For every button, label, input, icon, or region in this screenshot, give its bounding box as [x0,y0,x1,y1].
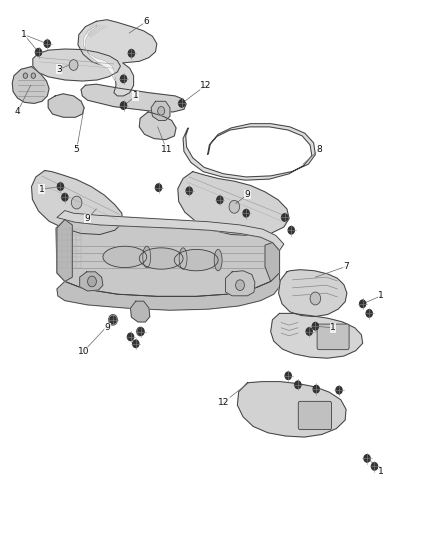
Circle shape [44,40,50,47]
Circle shape [71,196,82,209]
Circle shape [109,314,117,325]
Circle shape [138,328,144,335]
Circle shape [364,455,370,462]
Text: 1: 1 [378,292,384,300]
Circle shape [371,463,378,470]
Polygon shape [265,243,279,281]
Circle shape [236,280,244,290]
Polygon shape [131,301,150,322]
Text: 9: 9 [244,190,251,199]
Circle shape [282,214,288,221]
Ellipse shape [143,246,151,268]
Polygon shape [78,20,157,96]
Circle shape [179,100,185,107]
Polygon shape [56,220,279,296]
Polygon shape [80,272,103,291]
Circle shape [158,107,165,115]
Polygon shape [237,382,346,437]
Circle shape [69,60,78,70]
Text: 10: 10 [78,348,89,356]
Polygon shape [57,211,284,251]
Circle shape [57,183,64,190]
Circle shape [127,333,134,341]
Circle shape [285,372,291,379]
Polygon shape [139,112,176,140]
Circle shape [137,327,144,336]
Polygon shape [12,67,49,103]
Circle shape [243,209,249,217]
Circle shape [295,381,301,389]
Circle shape [217,196,223,204]
Circle shape [62,193,68,201]
Polygon shape [48,94,84,117]
Circle shape [229,200,240,213]
Text: 6: 6 [144,17,150,26]
Polygon shape [33,49,120,81]
Text: 12: 12 [218,398,229,407]
Circle shape [288,227,294,234]
Polygon shape [271,313,363,358]
Circle shape [360,300,366,308]
Text: 5: 5 [74,145,80,154]
Circle shape [35,49,42,56]
Circle shape [23,73,28,78]
Text: 9: 9 [85,214,91,223]
Text: 1: 1 [39,185,45,193]
Polygon shape [57,273,279,310]
FancyBboxPatch shape [317,324,349,350]
Ellipse shape [174,249,218,271]
Text: 1: 1 [330,324,336,332]
Polygon shape [178,172,289,236]
Polygon shape [226,271,255,296]
Circle shape [110,316,116,324]
Ellipse shape [139,248,183,269]
Text: 11: 11 [161,145,172,154]
Ellipse shape [214,249,222,271]
Text: 1: 1 [378,467,384,476]
Circle shape [312,322,318,330]
Circle shape [155,184,162,191]
Circle shape [313,385,319,393]
Circle shape [133,340,139,348]
Circle shape [310,292,321,305]
Circle shape [128,50,134,57]
Circle shape [186,187,192,195]
Text: 12: 12 [200,81,212,90]
Circle shape [88,276,96,287]
Text: 7: 7 [343,262,349,271]
Text: 9: 9 [104,324,110,332]
Polygon shape [57,220,72,281]
FancyBboxPatch shape [298,401,332,430]
Ellipse shape [179,248,187,269]
Circle shape [31,73,35,78]
Circle shape [336,386,342,394]
Text: 3: 3 [56,65,62,74]
Text: 1: 1 [133,92,139,100]
Polygon shape [279,270,347,317]
Circle shape [306,328,312,335]
Text: 8: 8 [317,145,323,154]
Polygon shape [81,84,186,112]
Text: 4: 4 [15,108,20,116]
Circle shape [120,75,127,83]
Ellipse shape [103,246,147,268]
Text: 1: 1 [21,30,27,39]
Polygon shape [151,101,170,120]
Polygon shape [183,124,315,180]
Polygon shape [32,171,123,235]
Polygon shape [83,26,115,81]
Circle shape [120,102,127,109]
Circle shape [366,310,372,317]
